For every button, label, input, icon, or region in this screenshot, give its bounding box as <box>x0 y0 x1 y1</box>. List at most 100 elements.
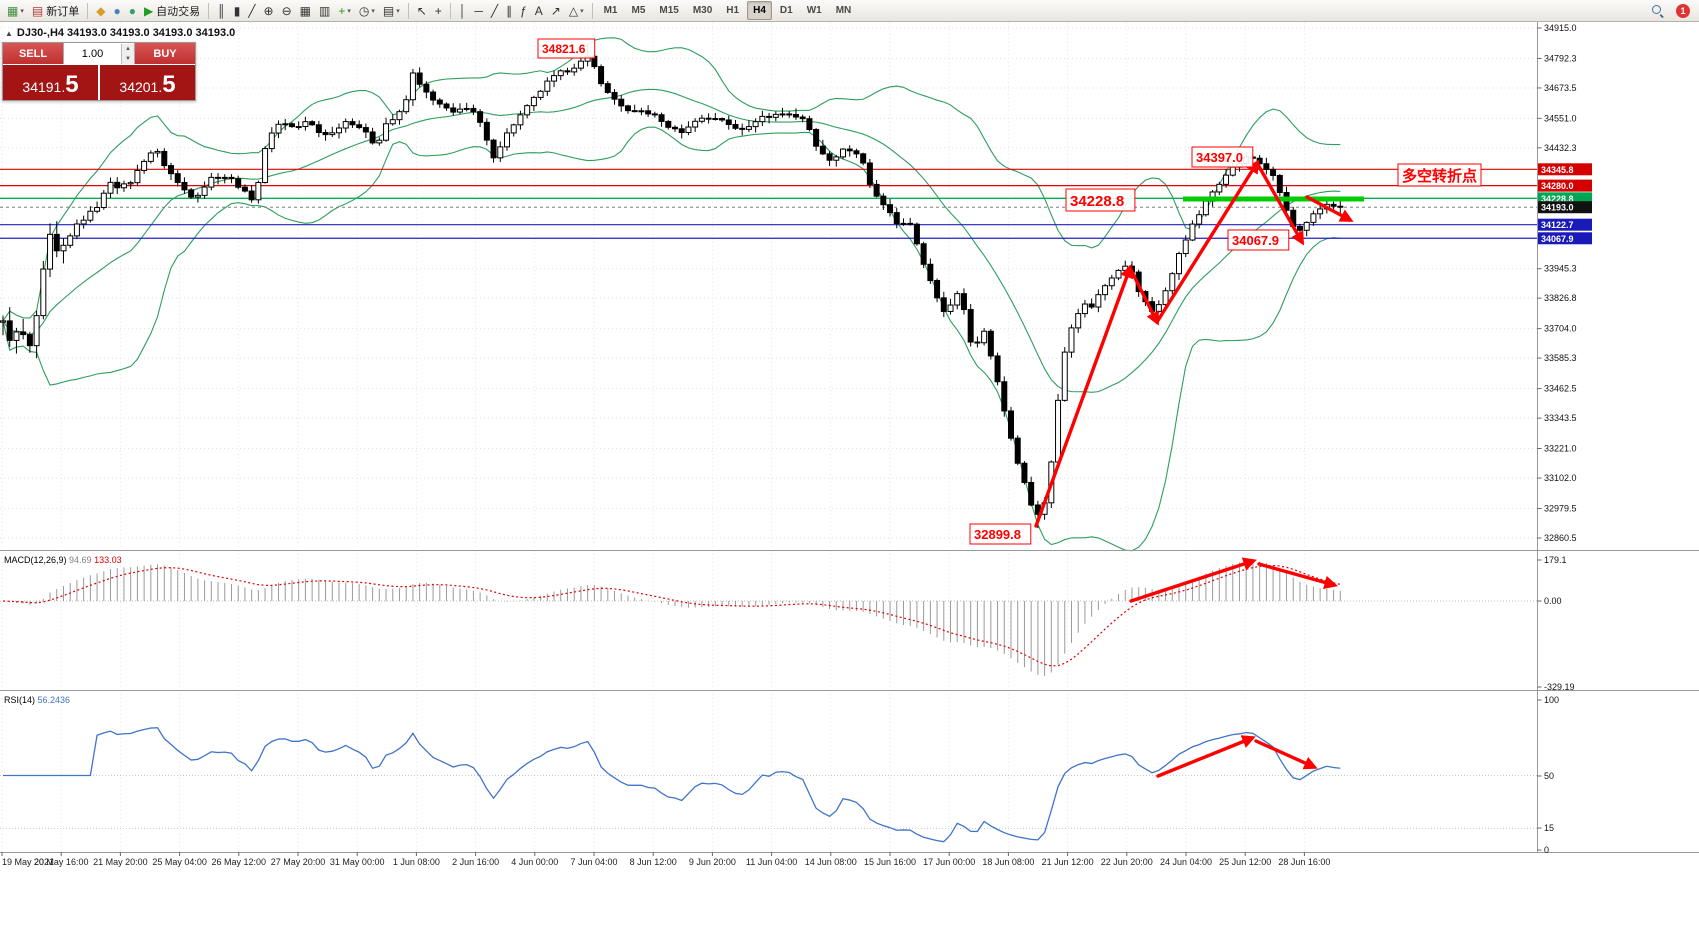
timeframe-m1-button[interactable]: M1 <box>603 5 618 16</box>
svg-text:100: 100 <box>1544 695 1559 705</box>
annotation-label[interactable]: 34228.8 <box>1065 188 1136 212</box>
notifications-badge[interactable]: 1 <box>1676 3 1690 18</box>
svg-text:34067.9: 34067.9 <box>1232 233 1279 248</box>
trend-arrow[interactable] <box>1254 739 1318 770</box>
search-button[interactable] <box>1648 1 1667 20</box>
profile-button[interactable]: ● <box>110 1 123 20</box>
trend-arrow[interactable] <box>1305 195 1354 222</box>
annotation-label[interactable]: 32899.8 <box>969 523 1032 545</box>
svg-text:32979.5: 32979.5 <box>1544 503 1577 513</box>
trend-arrow[interactable] <box>1129 557 1257 603</box>
price-axis: 34915.0 34792.3 34673.5 34551.0 34432.3 33945… <box>1537 23 1592 855</box>
chevron-down-icon: ▾ <box>347 7 351 15</box>
macd-panel-divider[interactable] <box>0 547 1699 552</box>
chart-canvas[interactable]: MACD(12,26,9) 94.69 133.03 RSI(14) 56.24… <box>0 22 1699 941</box>
one-click-trading-panel: SELL ▲ ▼ BUY 34191.5 34201.5 <box>2 42 196 101</box>
grid <box>0 22 1537 852</box>
svg-text:34397.0: 34397.0 <box>1196 150 1243 165</box>
trend-arrow[interactable] <box>1257 562 1338 589</box>
toolbar-main-group: ▦ ▾ ▤ 新订单 ◆ ● ● ▶ 自动交易 ║ ▮ ╱ ⊕ ⊖ ▦ ▥ + ▾ ◷ ▾ ▤ ▾ ↖ + │ ─ ╱ ∥ ƒ A ↗ △ ▾ <box>3 0 597 21</box>
arrows-button[interactable]: ↗ <box>548 1 564 20</box>
chevron-down-icon: ▾ <box>371 7 375 15</box>
arrange-windows-button[interactable]: ▥ <box>316 1 333 20</box>
channel-button[interactable]: ∥ <box>503 1 515 20</box>
buy-price-button[interactable]: 34201. 5 <box>100 65 195 100</box>
candlestick-chart-button[interactable]: ▮ <box>231 1 244 20</box>
annotation-label[interactable]: 34067.9 <box>1227 229 1290 251</box>
timeframe-m30-button[interactable]: M30 <box>692 5 713 16</box>
svg-text:34280.0: 34280.0 <box>1541 181 1574 191</box>
toolbar: ▦ ▾ ▤ 新订单 ◆ ● ● ▶ 自动交易 ║ ▮ ╱ ⊕ ⊖ ▦ ▥ + ▾ ◷ ▾ ▤ ▾ ↖ + │ ─ ╱ ∥ ƒ A ↗ △ ▾ M… <box>0 0 1699 22</box>
trend-arrow[interactable] <box>1128 266 1159 326</box>
periods-button[interactable]: ◷ ▾ <box>356 1 378 20</box>
buy-price-main: 34201. <box>119 79 163 95</box>
trend-arrow[interactable] <box>1155 159 1260 324</box>
timeframe-m5-button[interactable]: M5 <box>631 5 646 16</box>
sell-price-main: 34191. <box>22 79 66 95</box>
horizontal-line-button[interactable]: ─ <box>471 1 486 20</box>
zoom-in-button[interactable]: ⊕ <box>261 1 277 20</box>
timeframe-h4-button[interactable]: H4 <box>747 1 772 20</box>
rsi-panel-divider[interactable] <box>0 687 1699 692</box>
volume-down-button[interactable]: ▼ <box>122 53 134 64</box>
tile-windows-button[interactable]: ▦ <box>297 1 314 20</box>
buy-button[interactable]: BUY <box>135 43 195 64</box>
svg-text:34432.3: 34432.3 <box>1544 143 1577 153</box>
timeframe-h1-button[interactable]: H1 <box>726 5 740 16</box>
volume-up-button[interactable]: ▲ <box>122 43 134 54</box>
svg-text:27 May 20:00: 27 May 20:00 <box>271 857 326 867</box>
zoom-out-button[interactable]: ⊖ <box>279 1 295 20</box>
shapes-button[interactable]: △ ▾ <box>566 1 587 20</box>
arrange-windows-icon: ▥ <box>319 3 331 18</box>
trendline-button[interactable]: ╱ <box>488 1 501 20</box>
mql5-button[interactable]: ◆ <box>93 1 108 20</box>
line-chart-icon: ╱ <box>248 3 256 18</box>
fibonacci-button[interactable]: ƒ <box>517 1 530 20</box>
crosshair-button[interactable]: + <box>432 1 445 20</box>
svg-text:25 Jun 12:00: 25 Jun 12:00 <box>1219 857 1271 867</box>
svg-text:179.1: 179.1 <box>1544 555 1567 565</box>
volume-spinner: ▲ ▼ <box>121 43 134 64</box>
new-order-icon: ▤ <box>31 3 44 18</box>
buy-price-big-digit: 5 <box>162 71 176 98</box>
svg-text:28 Jun 16:00: 28 Jun 16:00 <box>1278 857 1330 867</box>
timeframe-m15-button[interactable]: M15 <box>659 5 679 16</box>
svg-text:0: 0 <box>1544 845 1549 855</box>
svg-text:33704.0: 33704.0 <box>1544 324 1577 334</box>
svg-text:15: 15 <box>1544 823 1554 833</box>
channel-icon: ∥ <box>506 3 513 18</box>
chevron-down-icon: ▾ <box>580 7 584 15</box>
cursor-button[interactable]: ↖ <box>414 1 430 20</box>
trend-arrow[interactable] <box>1255 161 1305 246</box>
templates-button[interactable]: ▤ ▾ <box>380 1 403 20</box>
trend-arrow[interactable] <box>1156 735 1256 778</box>
bollinger-bands <box>2 37 1341 552</box>
svg-text:34792.3: 34792.3 <box>1544 53 1577 63</box>
new-chart-button[interactable]: ▦ ▾ <box>4 1 27 20</box>
new-order-button[interactable]: ▤ 新订单 <box>29 1 82 20</box>
svg-text:34673.5: 34673.5 <box>1544 83 1577 93</box>
vertical-line-button[interactable]: │ <box>456 1 470 20</box>
svg-text:33585.3: 33585.3 <box>1544 353 1577 363</box>
trend-arrow[interactable] <box>1034 264 1134 528</box>
sell-button[interactable]: SELL <box>3 43 63 64</box>
timeframe-d1-button[interactable]: D1 <box>779 5 793 16</box>
sell-price-button[interactable]: 34191. 5 <box>3 65 98 100</box>
svg-text:31 May 00:00: 31 May 00:00 <box>330 857 385 867</box>
svg-text:19 May 2021: 19 May 2021 <box>2 857 54 867</box>
svg-text:26 May 12:00: 26 May 12:00 <box>212 857 267 867</box>
volume-input[interactable] <box>64 47 121 60</box>
annotation-label[interactable]: 34397.0 <box>1191 146 1254 168</box>
timeframe-mn-button[interactable]: MN <box>835 5 852 16</box>
svg-text:33945.3: 33945.3 <box>1544 264 1577 274</box>
line-chart-button[interactable]: ╱ <box>245 1 258 20</box>
timeframe-w1-button[interactable]: W1 <box>806 5 822 16</box>
autotrading-button[interactable]: ▶ 自动交易 <box>141 1 203 20</box>
text-button[interactable]: A <box>532 1 546 20</box>
fibonacci-icon: ƒ <box>520 3 527 18</box>
annotation-label[interactable]: 34821.6 <box>537 38 596 59</box>
bar-chart-button[interactable]: ║ <box>214 1 229 20</box>
community-button[interactable]: ● <box>126 1 139 20</box>
annotation-label[interactable]: 多空转折点 <box>1397 163 1482 187</box>
indicators-button[interactable]: + ▾ <box>335 1 354 20</box>
